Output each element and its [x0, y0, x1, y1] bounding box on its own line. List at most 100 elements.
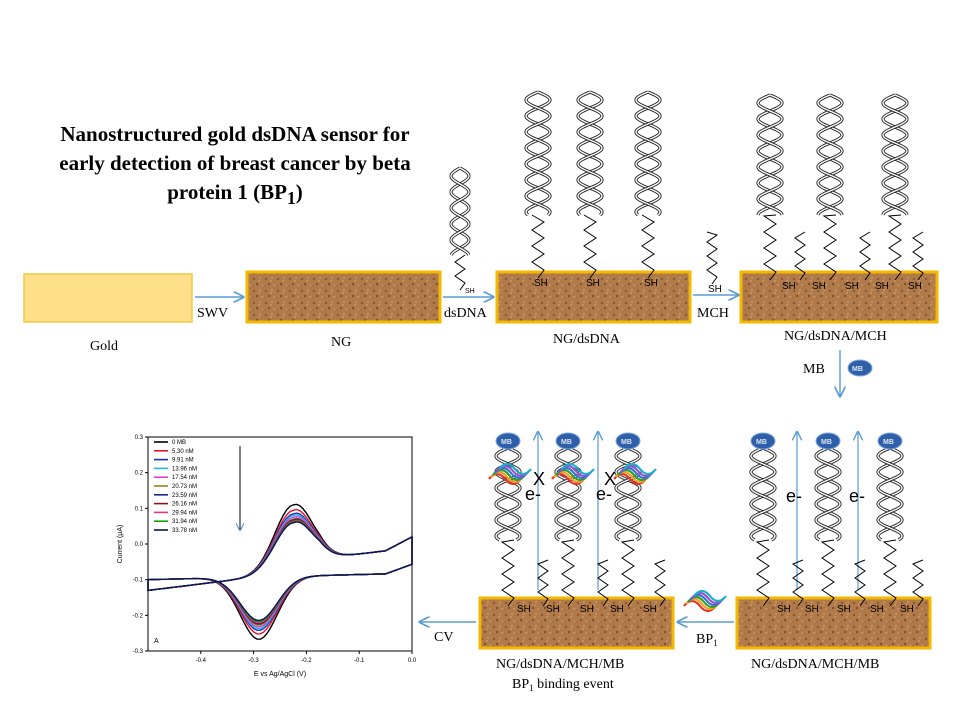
mch-molecule — [706, 231, 719, 285]
electron-label-2: e- — [849, 486, 865, 506]
sh-label-mb-stage-3: SH — [837, 604, 851, 615]
sh-label-mch: SH — [708, 284, 722, 295]
ng-dsdna-mch-mb-substrate — [735, 596, 932, 650]
cv-series-11 — [147, 521, 413, 621]
ng-dsdna-substrate — [495, 270, 692, 324]
mb-stage-mch-2 — [853, 559, 866, 607]
panel-label: A — [154, 638, 159, 645]
sh-label-dsdna-2: SH — [586, 278, 600, 289]
x-tick-label: -0.2 — [301, 658, 312, 664]
sh-label-mch-stage-5: SH — [908, 281, 922, 292]
chart-plot-area — [147, 436, 413, 652]
x-tick-label: 0.0 — [408, 658, 417, 664]
mb-stage-mch-1 — [791, 559, 804, 607]
mb-stage-strand-2 — [814, 446, 842, 607]
label-cv: CV — [434, 630, 453, 645]
electron-label-1: e- — [786, 486, 802, 506]
sh-label-binding-1: SH — [517, 604, 531, 615]
legend-entry: 9.91 nM — [172, 458, 194, 464]
sh-label-dsdna-1: SH — [534, 278, 548, 289]
title-line-3: protein 1 (BP1) — [167, 180, 303, 209]
title-line-2: early detection of breast cancer by beta — [59, 151, 411, 175]
cv-chart: 0.3 0.2 0.1 0.0 -0.1 -0.2 -0.3 -0.4 -0.3 -0.2 -0.1… — [117, 435, 417, 678]
label-binding-event: BP1 binding event — [512, 677, 614, 693]
sh-label-mch-stage-4: SH — [875, 281, 889, 292]
y-tick-label: -0.1 — [133, 578, 144, 584]
mb-stage-strand-3 — [876, 446, 904, 607]
mb-badge-icon: MB — [847, 359, 873, 377]
block-mark-2: X — [604, 469, 616, 489]
svg-text:MB: MB — [501, 439, 512, 446]
sh-label-binding-2: SH — [546, 604, 560, 615]
legend-entry: 20.73 nM — [172, 484, 197, 490]
label-mch: MCH — [697, 306, 729, 321]
x-tick-label: -0.3 — [248, 658, 259, 664]
legend-entry: 31.94 nM — [172, 519, 197, 525]
label-ng-dsdna: NG/dsDNA — [553, 332, 621, 347]
dsdna-mch-strand-3 — [881, 93, 909, 281]
binding-mch-1 — [536, 559, 549, 607]
mb-badge-1: MB — [750, 432, 776, 450]
label-ng-dsdna-mch: NG/dsDNA/MCH — [784, 329, 887, 344]
label-ng-dsdna-mch-mb: NG/dsDNA/MCH/MB — [751, 657, 879, 672]
title-line-1: Nanostructured gold dsDNA sensor for — [60, 122, 410, 146]
dna-strands-layer: SH SH SH SH SH SH SH SH SH SH MB MB MB SH SH SH SH SH e-e-… — [449, 90, 924, 615]
label-mb: MB — [803, 362, 825, 377]
sh-label-mch-stage-2: SH — [812, 281, 826, 292]
y-tick-label: -0.3 — [133, 649, 144, 655]
sh-label-mb-stage-2: SH — [805, 604, 819, 615]
binding-mch-2 — [596, 559, 609, 607]
mch-1 — [794, 231, 806, 281]
y-tick-label: 0.2 — [135, 471, 144, 477]
sh-label-binding-5: SH — [643, 604, 657, 615]
block-mark-1: X — [533, 469, 545, 489]
diagram-title: Nanostructured gold dsDNA sensor for ear… — [30, 120, 440, 213]
y-tick-label: 0.3 — [135, 435, 144, 441]
sh-label-mb-stage-1: SH — [777, 604, 791, 615]
legend-entry: 26.16 nM — [172, 502, 197, 508]
binding-event-substrate — [478, 596, 675, 650]
blocked-electron-2: e- — [596, 484, 612, 504]
label-ng: NG — [331, 335, 351, 350]
svg-text:MB: MB — [756, 439, 767, 446]
sh-label-binding-4: SH — [610, 604, 624, 615]
sh-label-binding-3: SH — [580, 604, 594, 615]
sh-label-mch-stage-3: SH — [845, 281, 859, 292]
y-tick-label: -0.2 — [133, 613, 144, 619]
legend-entry: 13.96 nM — [172, 466, 197, 472]
bp1-protein-2 — [551, 462, 595, 486]
dsdna-mch-strand-2 — [816, 93, 844, 281]
x-axis-label: E vs Ag/AgCl (V) — [254, 671, 306, 678]
sh-label-mb-stage-5: SH — [900, 604, 914, 615]
ssdna-probe: SH — [449, 166, 475, 295]
legend-entry: 5.30 nM — [172, 449, 194, 455]
mb-badge-3: MB — [877, 432, 903, 450]
binding-mb-badge-2: MB — [555, 432, 581, 450]
sh-label-mb-stage-4: SH — [870, 604, 884, 615]
legend-entry: 29.94 nM — [172, 510, 197, 516]
binding-mb-badge-1: MB — [495, 432, 521, 450]
mb-stage-mch-3 — [911, 559, 924, 607]
sh-label-mch-stage-1: SH — [782, 281, 796, 292]
dsdna-strand-2 — [576, 90, 604, 279]
bp1-protein-1 — [488, 462, 532, 486]
x-tick-label: -0.1 — [354, 658, 365, 664]
svg-text:MB: MB — [821, 439, 832, 446]
y-tick-label: 0.1 — [135, 506, 144, 512]
dsdna-strand-1 — [524, 90, 552, 279]
y-axis-label: Current (μA) — [117, 525, 124, 564]
label-dsdna: dsDNA — [444, 306, 488, 321]
legend-entry: 23.59 nM — [172, 493, 197, 499]
label-binding-stage: NG/dsDNA/MCH/MB — [496, 657, 624, 672]
bp1-protein-3 — [613, 462, 657, 486]
label-bp1: BP1 — [696, 632, 718, 648]
mb-badge-2: MB — [815, 432, 841, 450]
ng-substrate — [245, 270, 442, 324]
binding-mb-badge-3: MB — [615, 432, 641, 450]
y-tick-label: 0.0 — [135, 542, 144, 548]
blocked-electron-1: e- — [525, 484, 541, 504]
legend-entry: 17.54 nM — [172, 475, 197, 481]
dsdna-mch-strand-1 — [756, 93, 784, 281]
bp1-protein-arrow — [683, 589, 727, 613]
